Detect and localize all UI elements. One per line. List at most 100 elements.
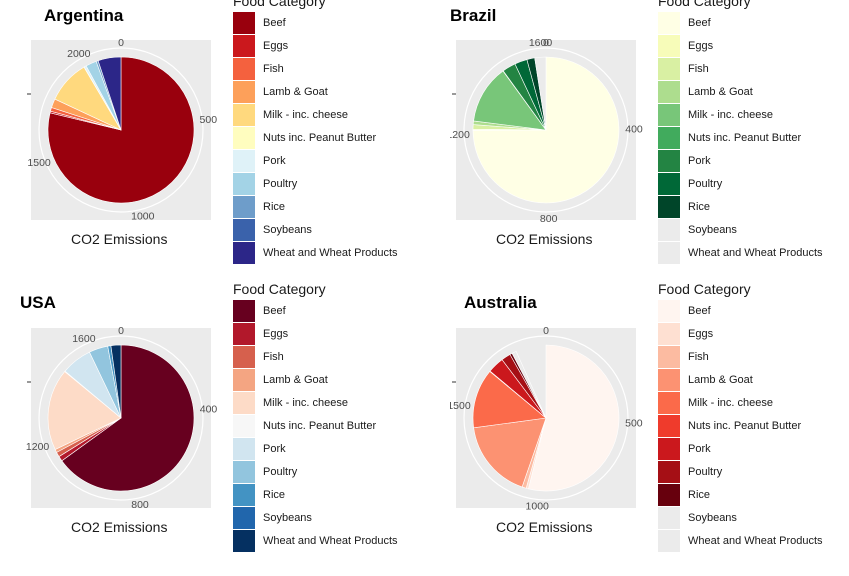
legend-swatch <box>658 322 680 345</box>
angular-tick-label: 0 <box>543 326 549 337</box>
legend-label: Beef <box>263 16 286 29</box>
legend-swatch <box>233 195 255 218</box>
legend-swatch <box>233 483 255 506</box>
legend-label: Fish <box>688 350 709 363</box>
pie-slice-beef <box>472 56 620 204</box>
legend-item: Beef <box>233 11 398 34</box>
legend-item: Poultry <box>658 172 823 195</box>
legend: Food Category Beef Eggs Fish Lamb & Goat Milk… <box>658 0 823 264</box>
legend-label: Milk - inc. cheese <box>688 396 773 409</box>
legend-item: Lamb & Goat <box>233 368 398 391</box>
pie-panel-argentina: Argentina 0 500 1000 1500 2000 CO2 Emissions Fo… <box>0 0 425 288</box>
legend-swatch <box>233 57 255 80</box>
legend-swatch <box>233 11 255 34</box>
legend-swatch <box>233 149 255 172</box>
legend-label: Nuts inc. Peanut Butter <box>263 419 377 432</box>
legend-swatch <box>658 460 680 483</box>
pie-slice-wheat-and-wheat-products <box>97 56 122 131</box>
angular-tick-label: 1500 <box>27 157 51 169</box>
legend-item: Lamb & Goat <box>658 80 823 103</box>
pie-slice-lamb-goat <box>473 417 547 488</box>
angular-tick-label: 1200 <box>26 441 50 453</box>
legend-swatch <box>233 437 255 460</box>
legend-swatch <box>658 195 680 218</box>
legend-item: Beef <box>658 11 823 34</box>
legend-item: Poultry <box>233 172 398 195</box>
legend-label: Milk - inc. cheese <box>688 108 773 121</box>
pie-slice-beef <box>61 344 195 492</box>
legend-swatch <box>658 483 680 506</box>
legend-item: Pork <box>658 437 823 460</box>
legend-label: Rice <box>688 200 711 213</box>
legend-item: Rice <box>233 195 398 218</box>
legend-item: Nuts inc. Peanut Butter <box>658 414 823 437</box>
legend-swatch <box>658 414 680 437</box>
legend-label: Milk - inc. cheese <box>263 396 348 409</box>
angular-tick-label: 0 <box>118 326 124 337</box>
legend-swatch <box>658 80 680 103</box>
legend-swatch <box>233 218 255 241</box>
chart-title: Australia <box>464 293 537 312</box>
legend-label: Pork <box>263 442 286 455</box>
x-axis-title: CO2 Emissions <box>496 231 593 247</box>
legend-label: Lamb & Goat <box>263 373 328 386</box>
angular-tick-label: 800 <box>540 213 558 225</box>
legend-item: Fish <box>233 57 398 80</box>
radial-gridline <box>463 335 629 501</box>
legend-label: Lamb & Goat <box>688 373 753 386</box>
legend-label: Milk - inc. cheese <box>263 108 348 121</box>
legend-label: Rice <box>688 488 711 501</box>
radial-gridline <box>463 47 629 213</box>
angular-tick-label: 1200 <box>450 129 470 141</box>
legend-label: Beef <box>688 16 711 29</box>
legend-label: Beef <box>688 304 711 317</box>
legend-item: Pork <box>658 149 823 172</box>
angular-tick-label: 400 <box>200 403 218 415</box>
legend-item: Wheat and Wheat Products <box>658 529 823 552</box>
legend-item: Beef <box>233 299 398 322</box>
legend-swatch <box>658 57 680 80</box>
legend-label: Poultry <box>263 177 298 190</box>
angular-tick-label: 1500 <box>450 400 471 412</box>
legend-label: Beef <box>263 304 286 317</box>
legend-swatch <box>233 80 255 103</box>
legend-item: Rice <box>658 195 823 218</box>
legend: Food Category Beef Eggs Fish Lamb & Goat Milk… <box>233 281 398 552</box>
pie-panel-usa: USA 0 400 800 1200 1600 CO2 Emissions Food Cate… <box>0 281 425 576</box>
legend-swatch <box>233 172 255 195</box>
legend-label: Wheat and Wheat Products <box>263 246 398 259</box>
angular-tick-label: 1000 <box>526 501 550 513</box>
legend-item: Wheat and Wheat Products <box>658 241 823 264</box>
legend-swatch <box>233 460 255 483</box>
legend-item: Soybeans <box>658 218 823 241</box>
legend-item: Eggs <box>658 322 823 345</box>
legend-swatch <box>233 322 255 345</box>
radial-gridline <box>38 47 204 213</box>
pie-panel-brazil: Brazil 0 400 800 1200 1600 CO2 Emissions Food C… <box>425 0 849 288</box>
legend-swatch <box>658 391 680 414</box>
pie-slice-beef <box>528 344 620 492</box>
legend-title: Food Category <box>658 0 751 9</box>
legend-item: Nuts inc. Peanut Butter <box>233 126 398 149</box>
legend-label: Soybeans <box>688 223 737 236</box>
legend-item: Milk - inc. cheese <box>658 391 823 414</box>
pie-slice-milk-inc-cheese <box>473 70 547 131</box>
legend-item: Rice <box>658 483 823 506</box>
x-axis-title: CO2 Emissions <box>71 231 168 247</box>
legend-item: Lamb & Goat <box>658 368 823 391</box>
pie-plot: 0 400 800 1200 1600 <box>26 326 218 511</box>
legend-label: Lamb & Goat <box>263 85 328 98</box>
legend-swatch <box>658 241 680 264</box>
angular-tick-label: 1000 <box>131 210 155 222</box>
legend-label: Rice <box>263 200 286 213</box>
pie-plot: 0 500 1000 1500 2000 <box>27 38 217 222</box>
legend-label: Pork <box>688 154 711 167</box>
legend-item: Beef <box>658 299 823 322</box>
legend-swatch <box>233 529 255 552</box>
legend-item: Eggs <box>658 34 823 57</box>
legend-title: Food Category <box>233 0 326 9</box>
x-axis-title: CO2 Emissions <box>71 519 168 535</box>
legend-swatch <box>233 506 255 529</box>
legend-swatch <box>233 34 255 57</box>
legend-label: Soybeans <box>263 511 312 524</box>
